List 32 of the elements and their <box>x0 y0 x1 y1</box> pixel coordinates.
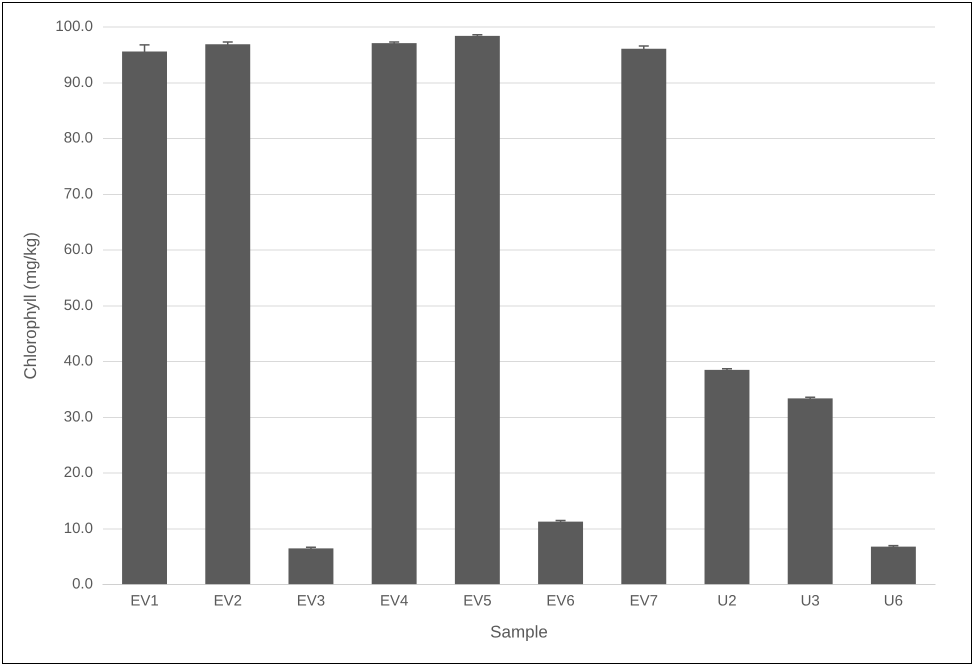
y-tick-label: 50.0 <box>64 296 93 314</box>
x-tick-label: EV3 <box>296 592 326 610</box>
y-tick-label: 90.0 <box>64 74 93 91</box>
y-tick-label: 20.0 <box>64 464 93 482</box>
x-tick-label: EV7 <box>630 592 658 610</box>
x-tick-label: EV1 <box>130 592 159 610</box>
bar <box>454 36 500 584</box>
x-tick-label: U3 <box>800 592 820 610</box>
bar <box>788 398 833 584</box>
y-tick-label: 70.0 <box>64 185 93 202</box>
bar <box>372 43 417 584</box>
y-tick-label: 100.0 <box>55 18 93 36</box>
y-tick-label: 30.0 <box>64 408 93 426</box>
bar <box>538 522 584 584</box>
x-tick-label: EV5 <box>463 592 492 610</box>
bar <box>704 370 750 584</box>
bar <box>621 48 666 584</box>
y-axis-title: Chlorophyll (mg/kg) <box>20 232 40 380</box>
x-tick-label: U2 <box>717 592 737 610</box>
bar <box>205 44 250 584</box>
y-tick-label: 80.0 <box>64 130 93 147</box>
bar <box>870 546 916 584</box>
x-tick-label: EV2 <box>214 592 242 610</box>
y-tick-label: 40.0 <box>64 352 93 370</box>
bar <box>288 548 334 584</box>
x-tick-label: EV4 <box>380 592 408 610</box>
x-tick-label: U6 <box>884 592 903 610</box>
x-axis-title: Sample <box>490 622 548 642</box>
x-tick-label: EV6 <box>546 592 575 610</box>
y-tick-label: 60.0 <box>64 241 93 258</box>
y-tick-label: 0.0 <box>72 576 93 593</box>
y-tick-label: 10.0 <box>64 520 93 537</box>
